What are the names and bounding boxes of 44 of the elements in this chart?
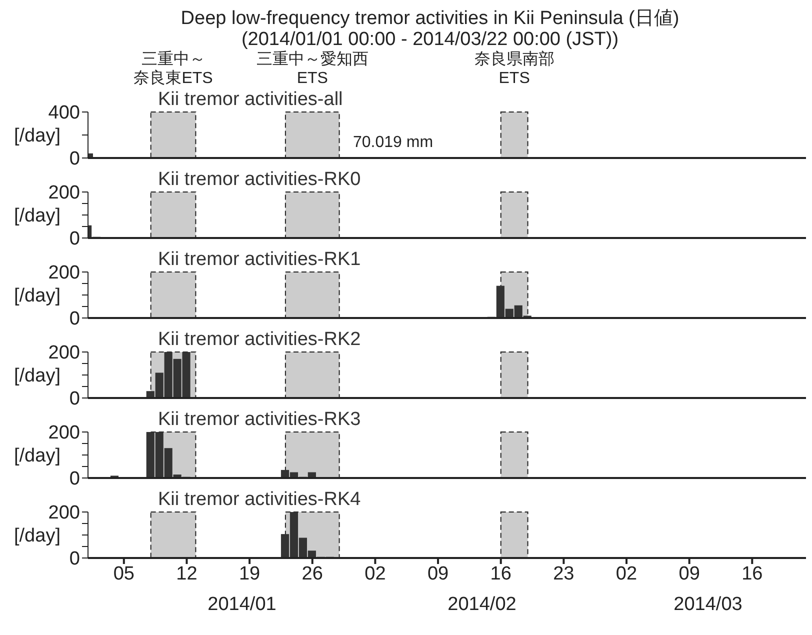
band-label: 三重中～愛知西 ETS xyxy=(256,50,368,88)
band-label: 三重中～奈良東ETS xyxy=(132,50,214,88)
series-label: Kii tremor activities-RK3 xyxy=(158,409,361,431)
y-axis-title: [/day] xyxy=(14,526,60,547)
x-tick-label: 12 xyxy=(176,563,198,584)
chart-title: Deep low-frequency tremor activities in Kii Peninsula (日値) xyxy=(180,8,680,29)
y-tick-label: 200 xyxy=(48,502,80,524)
y-axis-title: [/day] xyxy=(14,126,60,147)
y-tick-label: 0 xyxy=(69,468,80,490)
y-tick-label: 200 xyxy=(48,342,80,364)
x-tick-label: 23 xyxy=(553,563,574,584)
annotation: 70.019 mm xyxy=(353,134,434,152)
y-tick-label: 200 xyxy=(48,422,80,444)
y-tick-label: 0 xyxy=(69,228,80,250)
x-tick-label: 02 xyxy=(364,563,386,584)
text: Kii tremor activities-RK0 xyxy=(158,169,361,191)
y-tick-label: 0 xyxy=(69,148,80,170)
text: 2014/03 xyxy=(674,594,742,616)
series-label: Kii tremor activities-RK4 xyxy=(158,489,361,511)
x-tick-label: 16 xyxy=(490,563,512,584)
text: 2014/02 xyxy=(448,594,516,616)
text: Kii tremor activities-RK1 xyxy=(158,249,361,271)
series-label: Kii tremor activities-RK2 xyxy=(158,329,361,351)
y-axis-title: [/day] xyxy=(14,446,60,467)
x-tick-label: 05 xyxy=(113,563,134,584)
y-tick-label: 0 xyxy=(69,308,80,330)
text: Kii tremor activities-all xyxy=(158,89,343,111)
text: 2014/01 xyxy=(208,594,276,616)
x-tick-label: 02 xyxy=(616,563,638,584)
y-tick-label: 0 xyxy=(69,388,80,410)
x-tick-label: 19 xyxy=(238,563,260,584)
band-label: 奈良県南部 ETS xyxy=(474,50,554,88)
chart-subtitle: (2014/01/01 00:00 - 2014/03/22 00:00 (JST)) xyxy=(240,29,620,50)
y-tick-label: 400 xyxy=(48,102,80,124)
y-axis-title: [/day] xyxy=(14,206,60,227)
y-axis-title: [/day] xyxy=(14,286,60,307)
x-tick-label: 26 xyxy=(302,563,323,584)
x-tick-label: 16 xyxy=(742,563,763,584)
x-tick-label: 09 xyxy=(678,563,700,584)
y-tick-label: 200 xyxy=(48,182,80,204)
y-axis-title: [/day] xyxy=(14,366,60,387)
y-tick-label: 0 xyxy=(69,548,80,570)
x-tick-label: 09 xyxy=(427,563,449,584)
y-tick-label: 200 xyxy=(48,262,80,284)
